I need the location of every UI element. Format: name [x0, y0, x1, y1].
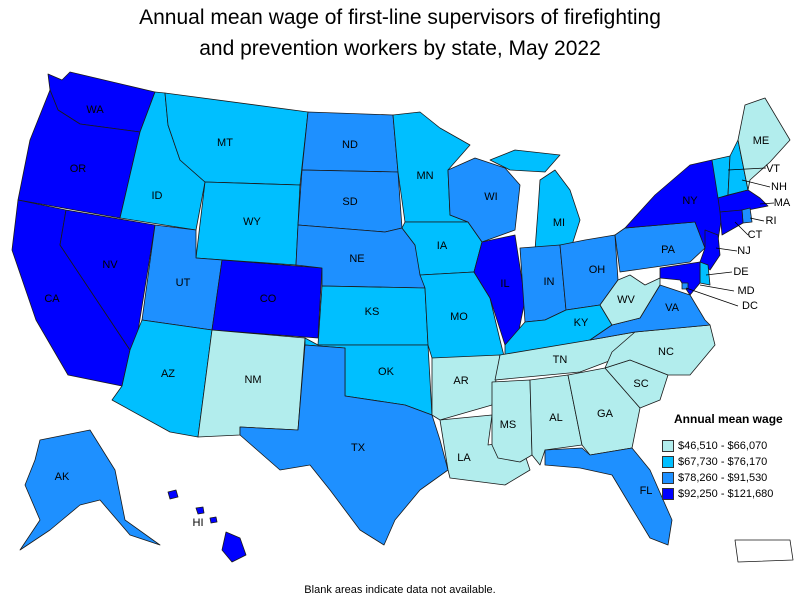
state-NJ[interactable] [699, 229, 721, 271]
state-AR[interactable] [431, 354, 501, 421]
leader-line-DE [705, 271, 733, 276]
state-TX[interactable] [239, 344, 449, 546]
state-label-NH: NH [771, 181, 787, 193]
state-label-MO: MO [450, 311, 468, 323]
footnote: Blank areas indicate data not available. [304, 584, 496, 596]
state-label-NV: NV [102, 259, 118, 271]
legend-title: Annual mean wage [674, 412, 783, 426]
state-FL[interactable] [544, 447, 673, 546]
territory-PR [734, 539, 794, 563]
legend-label-2: $67,730 - $76,170 [678, 456, 768, 468]
state-label-CA: CA [44, 293, 60, 305]
state-label-VA: VA [665, 302, 680, 314]
state-label-WI: WI [484, 191, 497, 203]
state-label-WV: WV [617, 294, 635, 306]
legend-label-1: $46,510 - $66,070 [678, 440, 768, 452]
state-label-MI: MI [553, 217, 565, 229]
state-label-RI: RI [766, 215, 777, 227]
legend-item-1: $46,510 - $66,070 [662, 438, 800, 454]
state-label-AL: AL [549, 412, 562, 424]
state-AK[interactable] [19, 429, 161, 551]
state-label-LA: LA [457, 452, 471, 464]
leader-line-DC [685, 287, 739, 307]
state-label-MS: MS [500, 419, 517, 431]
state-MD[interactable] [659, 261, 701, 296]
state-label-NE: NE [349, 253, 364, 265]
state-label-AR: AR [453, 375, 468, 387]
legend-label-4: $92,250 - $121,680 [678, 488, 774, 500]
state-label-IA: IA [437, 240, 448, 252]
legend-swatch-4 [662, 488, 674, 500]
leader-line-NJ [715, 247, 738, 252]
state-MI[interactable] [489, 149, 581, 251]
map-title: Annual mean wage of first-line superviso… [0, 2, 800, 64]
state-label-ME: ME [753, 135, 770, 147]
state-label-DE: DE [733, 266, 748, 278]
state-label-IL: IL [500, 278, 509, 290]
map-title-line-1: Annual mean wage of first-line superviso… [139, 6, 661, 29]
state-label-WY: WY [243, 216, 261, 228]
state-label-PA: PA [661, 244, 676, 256]
state-label-SC: SC [633, 378, 648, 390]
state-RI[interactable] [741, 207, 753, 224]
leader-line-RI [749, 217, 765, 222]
state-label-UT: UT [176, 277, 191, 289]
state-label-DC: DC [742, 300, 758, 312]
state-label-OH: OH [589, 264, 606, 276]
state-label-MN: MN [416, 170, 433, 182]
state-label-NC: NC [658, 346, 674, 358]
state-LA[interactable] [439, 414, 531, 486]
state-label-HI: HI [193, 517, 204, 529]
state-label-IN: IN [544, 276, 555, 288]
state-label-MD: MD [737, 285, 754, 297]
state-CT[interactable] [719, 209, 744, 236]
state-label-NY: NY [682, 195, 698, 207]
map-title-line-2: and prevention workers by state, May 202… [199, 37, 601, 60]
state-label-CT: CT [748, 229, 763, 241]
state-label-FL: FL [640, 485, 653, 497]
state-label-ID: ID [152, 190, 163, 202]
state-label-TX: TX [351, 442, 366, 454]
legend-label-3: $78,260 - $91,530 [678, 472, 768, 484]
leader-line-CT [734, 221, 749, 236]
state-CO[interactable] [211, 259, 323, 339]
state-label-NJ: NJ [737, 245, 750, 257]
state-label-CO: CO [260, 293, 277, 305]
state-HI[interactable] [167, 489, 247, 563]
legend-swatch-1 [662, 440, 674, 452]
legend: Annual mean wage $46,510 - $66,070 $67,7… [662, 412, 800, 502]
leader-line-NH [741, 179, 771, 188]
state-label-ND: ND [342, 139, 358, 151]
legend-item-3: $78,260 - $91,530 [662, 470, 800, 486]
state-label-OR: OR [70, 163, 87, 175]
state-label-KS: KS [365, 306, 380, 318]
state-label-VT: VT [766, 163, 780, 175]
state-ME[interactable] [737, 97, 791, 191]
leader-line-MA [759, 202, 775, 205]
state-label-NM: NM [244, 374, 261, 386]
leader-line-MD [699, 284, 735, 292]
state-label-MT: MT [217, 137, 233, 149]
legend-item-2: $67,730 - $76,170 [662, 454, 800, 470]
state-label-GA: GA [597, 408, 614, 420]
state-label-MA: MA [774, 197, 791, 209]
legend-item-4: $92,250 - $121,680 [662, 486, 800, 502]
state-label-AZ: AZ [161, 368, 175, 380]
state-label-TN: TN [553, 354, 568, 366]
state-label-SD: SD [342, 196, 357, 208]
state-label-AK: AK [55, 471, 70, 483]
leader-line-VT [727, 167, 767, 171]
state-label-OK: OK [378, 366, 395, 378]
legend-swatch-2 [662, 456, 674, 468]
state-WI[interactable] [447, 157, 521, 243]
state-label-WA: WA [86, 104, 104, 116]
legend-swatch-3 [662, 472, 674, 484]
state-label-KY: KY [574, 317, 589, 329]
